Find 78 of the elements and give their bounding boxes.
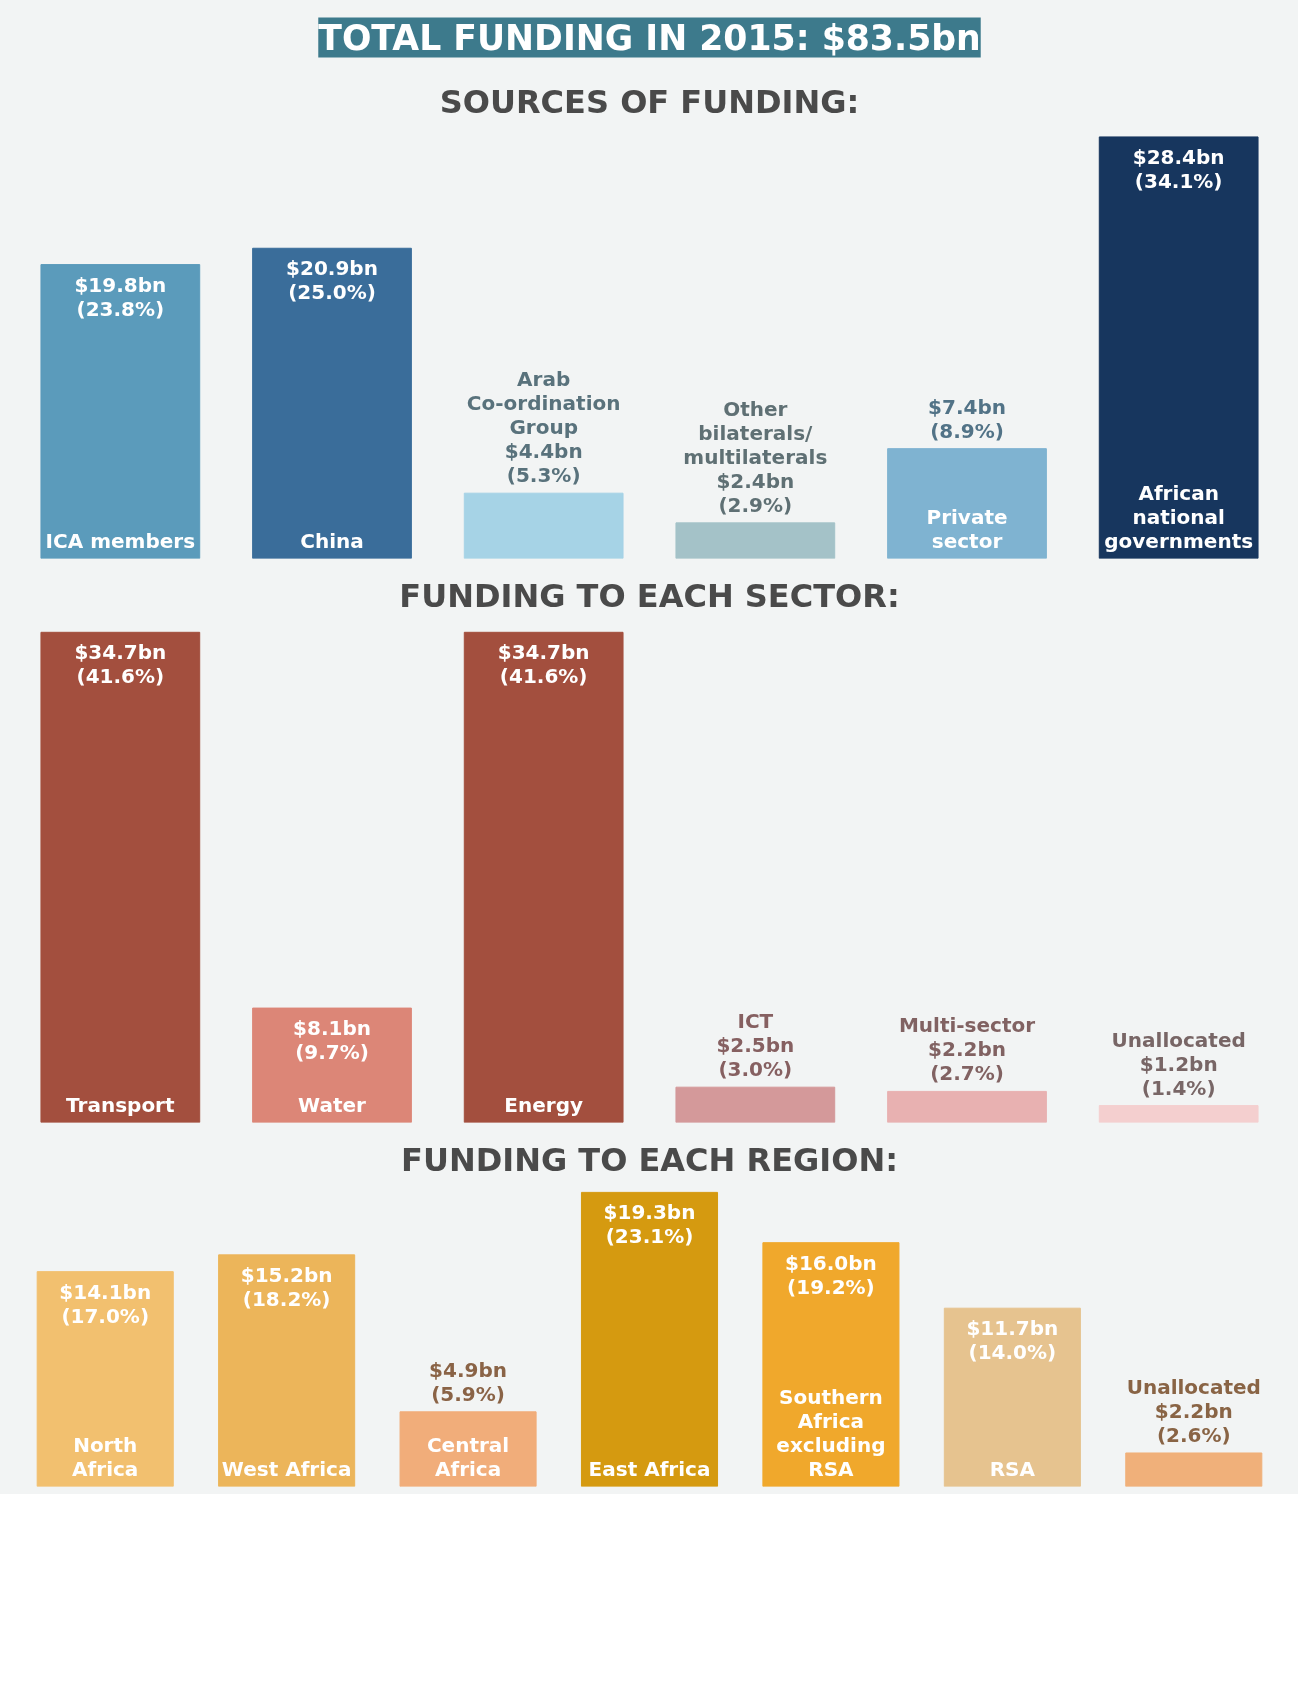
data-label: $2.2bn [1154,1398,1233,1423]
annotation: (2.9%) [718,492,793,517]
bar [1125,1452,1263,1487]
data-label: $4.4bn [504,439,583,464]
bar [887,448,1047,559]
x-tick-label: Water [298,1092,367,1117]
bar [40,264,201,559]
data-label: $2.4bn [716,468,795,493]
data-label: $19.3bn [603,1200,696,1225]
bar [252,1007,412,1123]
data-label: $7.4bn [928,394,1006,419]
x-tick-label: Unallocated [1111,1027,1246,1052]
bar [1098,136,1259,559]
bar [36,1271,174,1487]
bar [463,631,624,1123]
annotation: (5.3%) [506,463,581,488]
x-tick-label: Energy [504,1092,584,1117]
bar [675,1086,836,1123]
x-tick-label: Transport [66,1092,175,1117]
annotation: (3.0%) [718,1057,793,1082]
data-label: $1.2bn [1139,1051,1218,1076]
annotation: (2.6%) [1156,1422,1231,1447]
annotation: (41.6%) [499,664,588,689]
x-tick-label: RSA [989,1456,1036,1481]
x-tick-label: ICA members [45,528,196,553]
bar [943,1307,1081,1487]
data-label: $19.8bn [74,272,167,297]
annotation: (23.8%) [76,296,165,321]
annotation: (34.1%) [1134,168,1223,193]
x-tick-label: Other bilaterals/ multilaterals [683,396,828,469]
annotation: (41.6%) [76,664,165,689]
data-label: $11.7bn [966,1316,1059,1341]
data-label: $4.9bn [429,1357,508,1382]
chart-subtitle: SOURCES OF FUNDING: [439,82,860,121]
data-label: $2.5bn [716,1033,795,1058]
annotation: (23.1%) [605,1224,694,1249]
data-label: $8.1bn [293,1016,371,1041]
bar [463,492,624,559]
bar [218,1254,356,1487]
data-label: $28.4bn [1132,144,1225,169]
data-label: $15.2bn [240,1262,333,1287]
chart-title: FUNDING TO EACH SECTOR: [399,576,900,615]
bar [887,1090,1047,1123]
annotation: (8.9%) [930,418,1004,443]
annotation: (14.0%) [968,1340,1057,1365]
x-tick-label: African national governments [1104,480,1254,553]
x-tick-label: West Africa [221,1456,352,1481]
annotation: (18.2%) [242,1286,331,1311]
bar [252,247,412,559]
data-label: $2.2bn [928,1037,1006,1062]
annotation: (5.9%) [431,1381,505,1406]
data-label: $34.7bn [74,640,167,665]
x-tick-label: Unallocated [1126,1374,1261,1399]
x-tick-label: East Africa [588,1456,711,1481]
bar [675,522,836,559]
bar [1098,1105,1259,1123]
data-label: $34.7bn [497,640,590,665]
bar [40,631,201,1123]
annotation: (25.0%) [288,280,376,305]
x-tick-label: Private sector [926,504,1008,553]
x-tick-label: China [300,528,364,553]
data-label: $14.1bn [59,1279,152,1304]
x-tick-label: Southern Africa excluding RSA [776,1384,886,1481]
data-label: $16.0bn [785,1250,877,1275]
bar [580,1191,719,1487]
annotation: (19.2%) [787,1274,875,1299]
x-tick-label: Arab Co-ordination Group [466,367,621,440]
x-tick-label: North Africa [72,1432,139,1481]
chart-title: TOTAL FUNDING IN 2015: $83.5bn [318,17,981,58]
annotation: (17.0%) [61,1303,150,1328]
x-tick-label: Central Africa [426,1432,510,1481]
annotation: (2.7%) [930,1061,1004,1086]
data-label: $20.9bn [286,256,378,281]
x-tick-label: ICT [737,1009,774,1034]
x-tick-label: Multi-sector [898,1013,1036,1038]
annotation: (9.7%) [295,1040,369,1065]
chart-title: FUNDING TO EACH REGION: [401,1140,898,1179]
annotation: (1.4%) [1141,1075,1216,1100]
